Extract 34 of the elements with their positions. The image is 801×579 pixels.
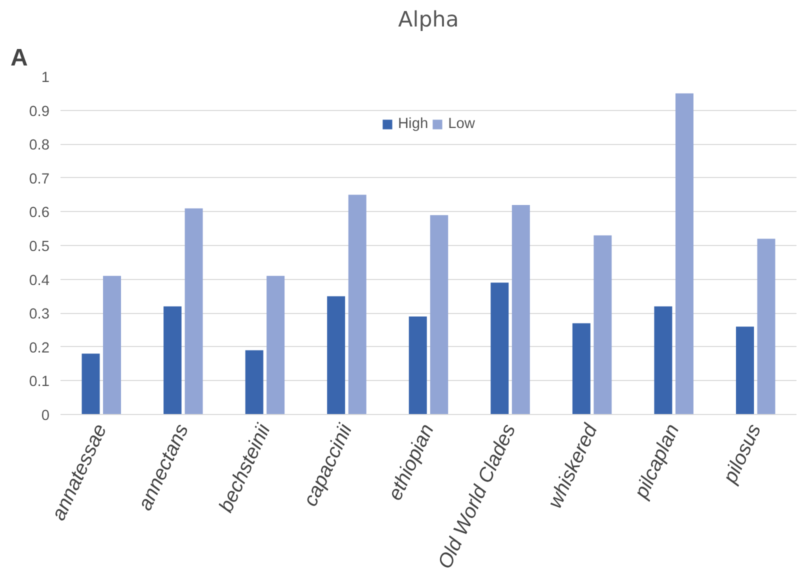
bar bbox=[103, 276, 122, 414]
bar bbox=[348, 194, 366, 414]
x-tick-label: pilosus bbox=[718, 420, 766, 488]
y-tick-label: 0.7 bbox=[29, 171, 50, 188]
bar bbox=[675, 93, 694, 414]
text: A bbox=[10, 44, 28, 72]
bar bbox=[184, 208, 203, 414]
y-tick-label: 0 bbox=[41, 408, 50, 424]
bar bbox=[594, 235, 612, 414]
bar bbox=[654, 306, 672, 414]
chart-title: Alpha bbox=[398, 8, 459, 32]
bar bbox=[572, 323, 590, 414]
bar bbox=[757, 238, 776, 414]
bar bbox=[245, 350, 264, 414]
y-tick-label: 1 bbox=[41, 70, 50, 86]
bar bbox=[327, 296, 346, 414]
y-tick-label: 0.3 bbox=[29, 306, 50, 323]
bar bbox=[430, 215, 448, 414]
y-tick-label: 0.5 bbox=[29, 239, 50, 255]
bar bbox=[736, 326, 754, 414]
bar bbox=[164, 306, 182, 414]
bar bbox=[266, 276, 285, 414]
bar bbox=[512, 204, 530, 414]
bar bbox=[82, 354, 100, 414]
y-tick-label: 0.8 bbox=[29, 138, 50, 154]
bar bbox=[490, 282, 509, 414]
y-tick-label: 0.4 bbox=[29, 272, 50, 289]
bar bbox=[408, 316, 427, 414]
y-tick-label: 0.6 bbox=[29, 205, 50, 222]
legend-label: High bbox=[398, 116, 428, 132]
legend-label: Low bbox=[448, 116, 476, 132]
y-tick-label: 0.1 bbox=[29, 374, 50, 390]
y-tick-label: 0.9 bbox=[29, 104, 50, 120]
y-tick-label: 0.2 bbox=[29, 340, 50, 356]
